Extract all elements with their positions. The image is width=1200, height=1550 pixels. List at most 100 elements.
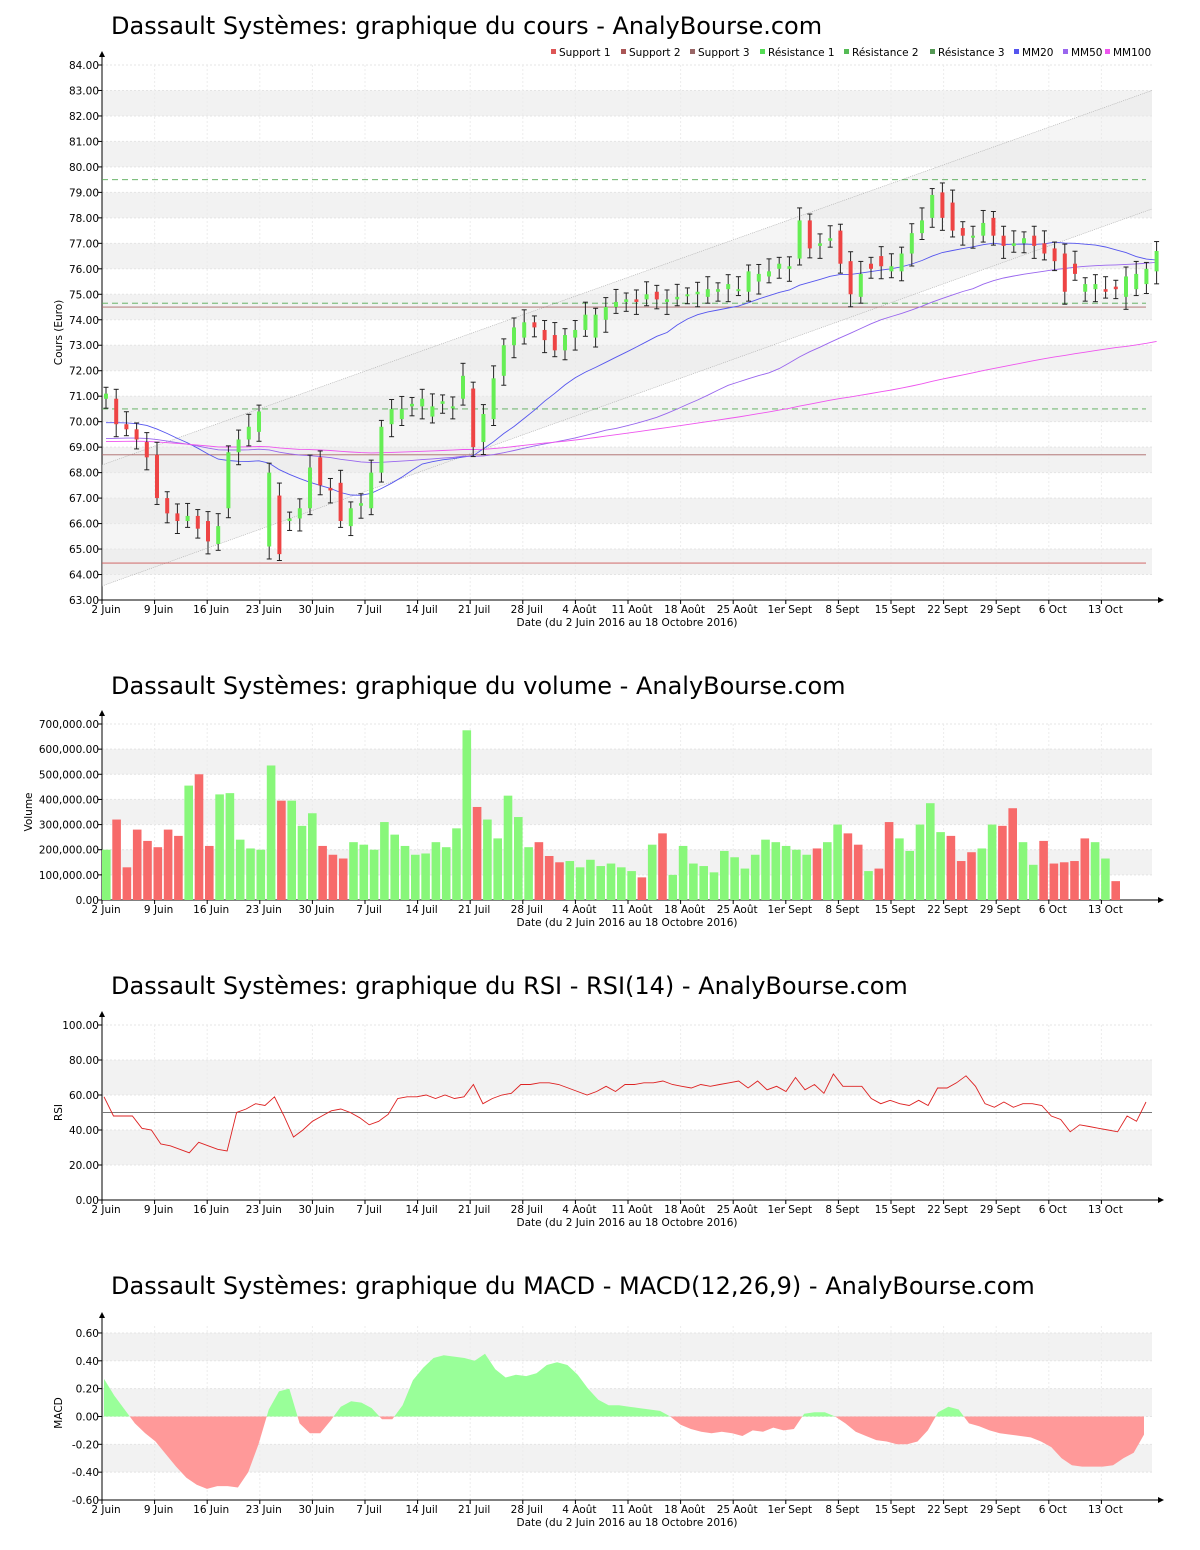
- mm50-line: [105, 261, 1157, 464]
- volume-x-axis-arrow: [1158, 897, 1164, 903]
- macd-xtick-label: 2 Juin: [91, 1504, 120, 1516]
- legend-entry: MM50: [1071, 47, 1102, 59]
- candle-body: [165, 498, 170, 514]
- volume-bar: [534, 842, 544, 900]
- volume-x-axis-label: Date (du 2 Juin 2016 au 18 Octobre 2016): [517, 917, 738, 929]
- price-ytick-label: 83.00: [69, 85, 99, 97]
- volume-bar: [565, 861, 575, 900]
- volume-xtick-label: 8 Sept: [825, 904, 859, 916]
- mm20-line: [106, 241, 1157, 496]
- macd-ytick-label: 0.40: [76, 1356, 99, 1368]
- volume-bar: [740, 868, 750, 900]
- price-ytick-label: 69.00: [69, 442, 99, 454]
- macd-xtick-label: 6 Oct: [1039, 1504, 1067, 1516]
- volume-xtick-label: 16 Juin: [193, 904, 229, 916]
- macd-xtick-label: 18 Août: [664, 1504, 705, 1516]
- candle-body: [1103, 289, 1108, 292]
- legend-entry: Résistance 3: [938, 47, 1005, 59]
- volume-bar: [699, 866, 708, 900]
- candle-body: [287, 518, 292, 522]
- volume-ytick-label: 0.00: [76, 895, 99, 907]
- candle-body: [440, 401, 445, 404]
- volume-bar: [1039, 840, 1048, 900]
- macd-xtick-label: 1er Sept: [767, 1504, 812, 1516]
- volume-bar: [833, 824, 842, 900]
- candle-body: [807, 220, 812, 249]
- candle-body: [644, 294, 649, 300]
- volume-bar: [998, 825, 1007, 900]
- price-x-axis-arrow: [1158, 597, 1164, 603]
- candle-body: [634, 299, 639, 302]
- volume-bar: [967, 852, 976, 900]
- candle-body: [624, 299, 629, 302]
- price-y-axis-label: Cours (Euro): [53, 300, 65, 366]
- volume-bar: [1101, 858, 1110, 900]
- price-ytick-label: 64.00: [69, 570, 99, 582]
- rsi-chart-title: Dassault Systèmes: graphique du RSI - RS…: [111, 972, 908, 1000]
- candle-body: [348, 508, 353, 527]
- macd-xtick-label: 4 Août: [562, 1504, 596, 1516]
- volume-bar: [338, 858, 348, 900]
- price-ytick-label: 68.00: [69, 468, 99, 480]
- volume-xtick-label: 2 Juin: [91, 904, 120, 916]
- volume-xtick-label: 30 Juin: [298, 904, 334, 916]
- candle-body: [338, 482, 343, 522]
- volume-bar: [864, 871, 873, 900]
- macd-ytick-label: -0.40: [72, 1467, 99, 1479]
- candle-body: [389, 408, 394, 425]
- candle-body: [685, 294, 690, 297]
- volume-bar: [431, 842, 441, 900]
- rsi-line: [103, 1073, 1147, 1154]
- volume-bar: [287, 800, 296, 900]
- volume-bar: [122, 867, 132, 900]
- legend-swatch: [1014, 49, 1019, 54]
- volume-bar: [802, 854, 811, 900]
- candle-body: [603, 307, 608, 320]
- price-xtick-label: 14 Juil: [405, 604, 437, 616]
- volume-ytick-label: 200,000.00: [39, 845, 99, 857]
- volume-bar: [637, 877, 647, 900]
- volume-bar: [575, 867, 585, 900]
- macd-xtick-label: 16 Juin: [193, 1504, 229, 1516]
- legend-entry: Résistance 2: [852, 47, 919, 59]
- price-y-axis-arrow: [99, 51, 105, 57]
- legend-swatch: [844, 49, 849, 54]
- candle-body: [991, 217, 996, 236]
- volume-bar: [730, 857, 739, 900]
- rsi-xtick-label: 22 Sept: [927, 1204, 968, 1216]
- price-ytick-label: 66.00: [69, 519, 99, 531]
- candle-body: [308, 467, 312, 509]
- macd-xtick-label: 9 Juin: [144, 1504, 173, 1516]
- volume-bar: [596, 866, 605, 900]
- volume-bar: [215, 794, 224, 900]
- volume-bar: [617, 867, 626, 900]
- rsi-ytick-label: 100.00: [62, 1020, 99, 1032]
- rsi-x-axis-label: Date (du 2 Juin 2016 au 18 Octobre 2016): [517, 1217, 738, 1229]
- price-xtick-label: 11 Août: [612, 604, 653, 616]
- price-chart: 63.00 64.00 65.00 66.00 67.00 68.00 69.00 70.00…: [53, 47, 1164, 629]
- candle-body: [1042, 243, 1047, 254]
- candle-body: [614, 301, 618, 308]
- macd-xtick-label: 30 Juin: [298, 1504, 334, 1516]
- candle-body: [746, 271, 751, 292]
- volume-bar: [647, 844, 657, 900]
- volume-bar: [750, 854, 760, 900]
- candle-body: [1124, 276, 1128, 297]
- candle-body: [756, 273, 761, 282]
- candle-body: [542, 329, 547, 341]
- candle-body: [430, 406, 435, 417]
- candle-body: [909, 233, 914, 254]
- trend-channel-upper: [101, 90, 1153, 466]
- price-xtick-label: 25 Août: [717, 604, 758, 616]
- volume-bar: [1018, 842, 1028, 900]
- candle-body: [889, 266, 894, 272]
- macd-xtick-label: 21 Juil: [458, 1504, 490, 1516]
- legend-swatch: [1105, 49, 1110, 54]
- candle-body: [1011, 243, 1016, 246]
- legend-swatch: [551, 49, 556, 54]
- legend-entry: MM20: [1022, 47, 1053, 59]
- candle-body: [654, 291, 659, 300]
- candle-body: [420, 398, 425, 407]
- macd-xtick-label: 29 Sept: [980, 1504, 1021, 1516]
- candle-body: [461, 375, 465, 399]
